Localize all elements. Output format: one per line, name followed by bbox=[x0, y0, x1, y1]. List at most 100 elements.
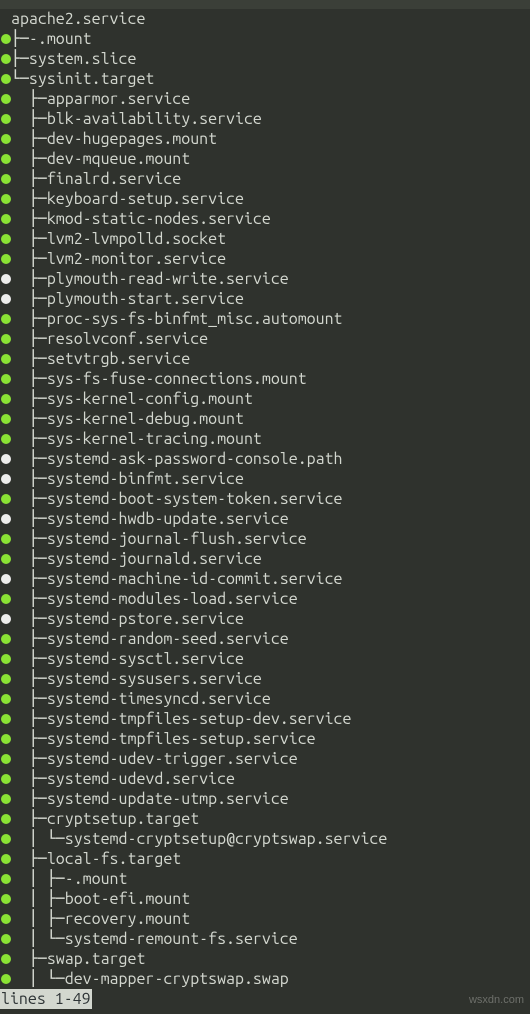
tree-label: ├─lvm2-lvmpolld.socket bbox=[11, 229, 226, 249]
status-dot-green bbox=[1, 214, 11, 224]
tree-row: apache2.service bbox=[0, 9, 530, 29]
tree-row: ├─sys-kernel-tracing.mount bbox=[0, 429, 530, 449]
tree-label: └─sysinit.target bbox=[11, 69, 154, 89]
status-dot-green bbox=[1, 634, 11, 644]
tree-label: ├─resolvconf.service bbox=[11, 329, 208, 349]
watermark: wsxdn.com bbox=[469, 990, 524, 1010]
tree-row: ├─sys-kernel-debug.mount bbox=[0, 409, 530, 429]
tree-row: ├─dev-mqueue.mount bbox=[0, 149, 530, 169]
status-dot-green bbox=[1, 74, 11, 84]
status-dot-green bbox=[1, 314, 11, 324]
tree-row: ├─systemd-udev-trigger.service bbox=[0, 749, 530, 769]
tree-label: ├─system.slice bbox=[11, 49, 136, 69]
status-dot-green bbox=[1, 754, 11, 764]
tree-label: ├─systemd-udev-trigger.service bbox=[11, 749, 298, 769]
status-dot-green bbox=[1, 34, 11, 44]
status-dot-green bbox=[1, 974, 11, 984]
tree-row: ├─blk-availability.service bbox=[0, 109, 530, 129]
tree-row: ├─sys-kernel-config.mount bbox=[0, 389, 530, 409]
tree-label: ├─apparmor.service bbox=[11, 89, 190, 109]
status-dot-green bbox=[1, 354, 11, 364]
tree-row: ├─systemd-pstore.service bbox=[0, 609, 530, 629]
tree-label: ├─systemd-modules-load.service bbox=[11, 589, 298, 609]
tree-label: ├─local-fs.target bbox=[11, 849, 181, 869]
tree-label: apache2.service bbox=[11, 9, 145, 29]
status-dot-white bbox=[1, 574, 11, 584]
status-dot-green bbox=[1, 194, 11, 204]
status-dot-green bbox=[1, 654, 11, 664]
status-dot-green bbox=[1, 674, 11, 684]
tree-row: ├─systemd-random-seed.service bbox=[0, 629, 530, 649]
status-dot-green bbox=[1, 174, 11, 184]
tree-label: ├─keyboard-setup.service bbox=[11, 189, 244, 209]
tree-row: ├─systemd-boot-system-token.service bbox=[0, 489, 530, 509]
tree-label: │ ├─recovery.mount bbox=[11, 909, 190, 929]
tree-label: ├─swap.target bbox=[11, 949, 145, 969]
status-dot-green bbox=[1, 954, 11, 964]
tree-label: ├─systemd-hwdb-update.service bbox=[11, 509, 289, 529]
tree-label: ├─proc-sys-fs-binfmt_misc.automount bbox=[11, 309, 343, 329]
status-dot-green bbox=[1, 594, 11, 604]
status-dot-green bbox=[1, 834, 11, 844]
status-dot-green bbox=[1, 814, 11, 824]
tree-label: ├─systemd-pstore.service bbox=[11, 609, 244, 629]
tree-label: ├─systemd-udevd.service bbox=[11, 769, 235, 789]
status-dot-green bbox=[1, 334, 11, 344]
tree-label: ├─systemd-tmpfiles-setup-dev.service bbox=[11, 709, 351, 729]
status-dot-white bbox=[1, 294, 11, 304]
status-dot-green bbox=[1, 94, 11, 104]
tree-label: ├─systemd-update-utmp.service bbox=[11, 789, 289, 809]
tree-row: ├─systemd-sysctl.service bbox=[0, 649, 530, 669]
tree-label: ├─blk-availability.service bbox=[11, 109, 262, 129]
tree-row: │ ├─boot-efi.mount bbox=[0, 889, 530, 909]
tree-row: ├─plymouth-start.service bbox=[0, 289, 530, 309]
pager-status-row: lines 1-49 bbox=[0, 989, 530, 1009]
status-dot-green bbox=[1, 894, 11, 904]
dependency-tree: apache2.service├─-.mount├─system.slice└─… bbox=[0, 9, 530, 989]
tree-row: ├─systemd-update-utmp.service bbox=[0, 789, 530, 809]
tree-label: │ └─systemd-cryptsetup@cryptswap.service bbox=[11, 829, 387, 849]
tree-label: │ ├─boot-efi.mount bbox=[11, 889, 190, 909]
tree-row: ├─swap.target bbox=[0, 949, 530, 969]
tree-row: ├─systemd-tmpfiles-setup-dev.service bbox=[0, 709, 530, 729]
tree-row: ├─resolvconf.service bbox=[0, 329, 530, 349]
status-dot-green bbox=[1, 554, 11, 564]
tree-label: ├─systemd-sysctl.service bbox=[11, 649, 244, 669]
status-dot-green bbox=[1, 434, 11, 444]
status-dot-green bbox=[1, 374, 11, 384]
tree-row: ├─kmod-static-nodes.service bbox=[0, 209, 530, 229]
status-dot-green bbox=[1, 114, 11, 124]
status-dot-green bbox=[1, 914, 11, 924]
status-dot-green bbox=[1, 414, 11, 424]
status-dot-green bbox=[1, 694, 11, 704]
tree-row: ├─systemd-timesyncd.service bbox=[0, 689, 530, 709]
window-top-bar bbox=[0, 0, 530, 9]
tree-label: ├─lvm2-monitor.service bbox=[11, 249, 226, 269]
status-dot-none bbox=[1, 14, 11, 24]
status-dot-white bbox=[1, 274, 11, 284]
tree-row: ├─local-fs.target bbox=[0, 849, 530, 869]
status-dot-green bbox=[1, 234, 11, 244]
tree-row: ├─systemd-tmpfiles-setup.service bbox=[0, 729, 530, 749]
tree-label: ├─systemd-machine-id-commit.service bbox=[11, 569, 343, 589]
status-dot-green bbox=[1, 134, 11, 144]
tree-label: │ ├─-.mount bbox=[11, 869, 127, 889]
tree-row: ├─dev-hugepages.mount bbox=[0, 129, 530, 149]
tree-label: ├─finalrd.service bbox=[11, 169, 181, 189]
tree-label: ├─sys-kernel-debug.mount bbox=[11, 409, 244, 429]
tree-label: ├─systemd-random-seed.service bbox=[11, 629, 289, 649]
tree-row: ├─systemd-sysusers.service bbox=[0, 669, 530, 689]
status-dot-white bbox=[1, 474, 11, 484]
tree-row: ├─systemd-journald.service bbox=[0, 549, 530, 569]
status-dot-green bbox=[1, 854, 11, 864]
tree-row: │ ├─recovery.mount bbox=[0, 909, 530, 929]
tree-row: │ └─systemd-cryptsetup@cryptswap.service bbox=[0, 829, 530, 849]
tree-row: ├─plymouth-read-write.service bbox=[0, 269, 530, 289]
tree-label: ├─dev-mqueue.mount bbox=[11, 149, 190, 169]
status-dot-green bbox=[1, 154, 11, 164]
tree-label: ├─systemd-timesyncd.service bbox=[11, 689, 271, 709]
tree-row: │ └─dev-mapper-cryptswap.swap bbox=[0, 969, 530, 989]
tree-label: ├─sys-kernel-tracing.mount bbox=[11, 429, 262, 449]
tree-row: │ ├─-.mount bbox=[0, 869, 530, 889]
tree-row: ├─lvm2-monitor.service bbox=[0, 249, 530, 269]
